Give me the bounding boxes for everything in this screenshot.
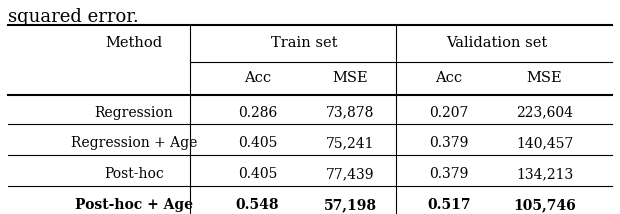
Text: 0.379: 0.379 (429, 167, 469, 181)
Text: MSE: MSE (527, 71, 562, 85)
Text: Train set: Train set (270, 36, 337, 50)
Text: 0.517: 0.517 (427, 198, 471, 212)
Text: 75,241: 75,241 (326, 137, 374, 150)
Text: 0.286: 0.286 (238, 106, 277, 120)
Text: Regression + Age: Regression + Age (71, 137, 197, 150)
Text: MSE: MSE (332, 71, 368, 85)
Text: 0.379: 0.379 (429, 137, 469, 150)
Text: 0.405: 0.405 (238, 167, 277, 181)
Text: Post-hoc + Age: Post-hoc + Age (75, 198, 193, 212)
Text: Validation set: Validation set (446, 36, 547, 50)
Text: 57,198: 57,198 (324, 198, 376, 212)
Text: Acc: Acc (435, 71, 463, 85)
Text: 134,213: 134,213 (516, 167, 573, 181)
Text: 0.548: 0.548 (236, 198, 279, 212)
Text: 73,878: 73,878 (326, 106, 374, 120)
Text: 105,746: 105,746 (513, 198, 576, 212)
Text: 0.405: 0.405 (238, 137, 277, 150)
Text: 0.207: 0.207 (429, 106, 469, 120)
Text: Post-hoc: Post-hoc (104, 167, 164, 181)
Text: 140,457: 140,457 (516, 137, 574, 150)
Text: Method: Method (105, 36, 162, 50)
Text: 223,604: 223,604 (516, 106, 573, 120)
Text: squared error.: squared error. (7, 7, 138, 25)
Text: 77,439: 77,439 (326, 167, 374, 181)
Text: Regression: Regression (95, 106, 174, 120)
Text: Acc: Acc (244, 71, 271, 85)
